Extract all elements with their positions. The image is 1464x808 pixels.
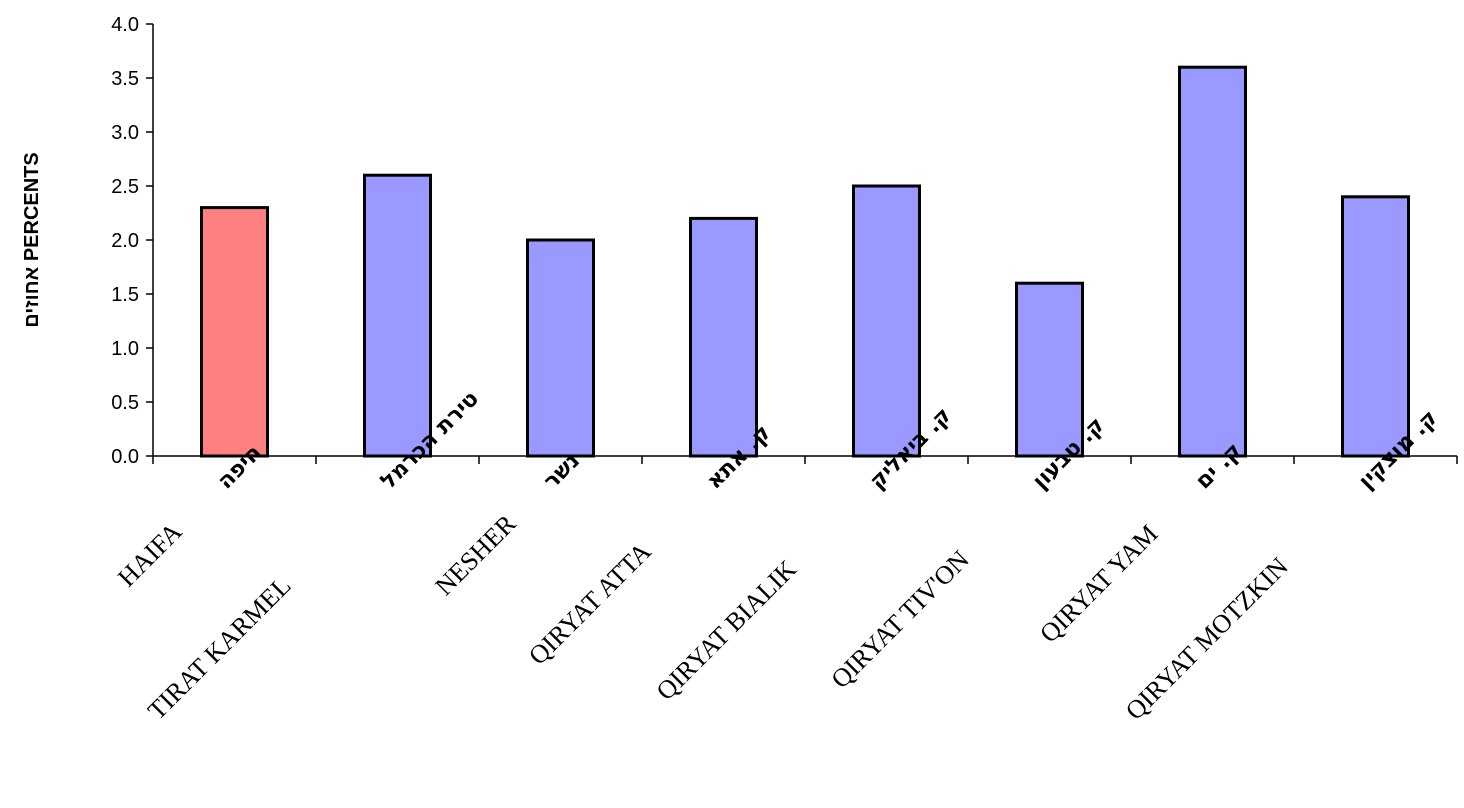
bar [689, 216, 758, 458]
bar [1341, 195, 1410, 458]
bar [852, 184, 921, 458]
y-axis-label: אחוזים PERCENTS [21, 152, 43, 328]
x-category-label-english: QIRYAT BIALIK [651, 554, 803, 706]
bar [1015, 281, 1084, 458]
bar [1178, 65, 1247, 458]
x-category-label-english: NESHER [429, 509, 521, 601]
bar [200, 206, 269, 458]
y-tick-label: 2.5 [111, 176, 139, 198]
x-axis [152, 455, 1458, 464]
y-axis: 0.0 0.5 1.0 1.5 2.0 2.5 3.0 3.5 4.0 [111, 14, 154, 468]
bar [363, 173, 432, 458]
y-tick-label: 3.5 [111, 68, 139, 90]
x-category-label-english: QIRYAT TIV'ON [825, 545, 974, 694]
bars [200, 65, 1410, 458]
y-tick-label: 1.5 [111, 284, 139, 306]
x-category-label-english: QIRYAT ATTA [523, 537, 657, 671]
y-tick-label: 0.0 [111, 446, 139, 468]
y-tick-label: 3.0 [111, 122, 139, 144]
bar [526, 238, 595, 458]
x-category-label-english: HAIFA [112, 517, 187, 592]
x-category-label-english: TIRAT KARMEL [142, 571, 296, 725]
y-tick-label: 4.0 [111, 14, 139, 36]
x-category-label-english: QIRYAT YAM [1034, 519, 1163, 648]
y-tick-label: 1.0 [111, 338, 139, 360]
y-tick-label: 0.5 [111, 392, 139, 414]
y-tick-label: 2.0 [111, 230, 139, 252]
x-category-label-english: QIRYAT MOTZKIN [1120, 552, 1294, 726]
